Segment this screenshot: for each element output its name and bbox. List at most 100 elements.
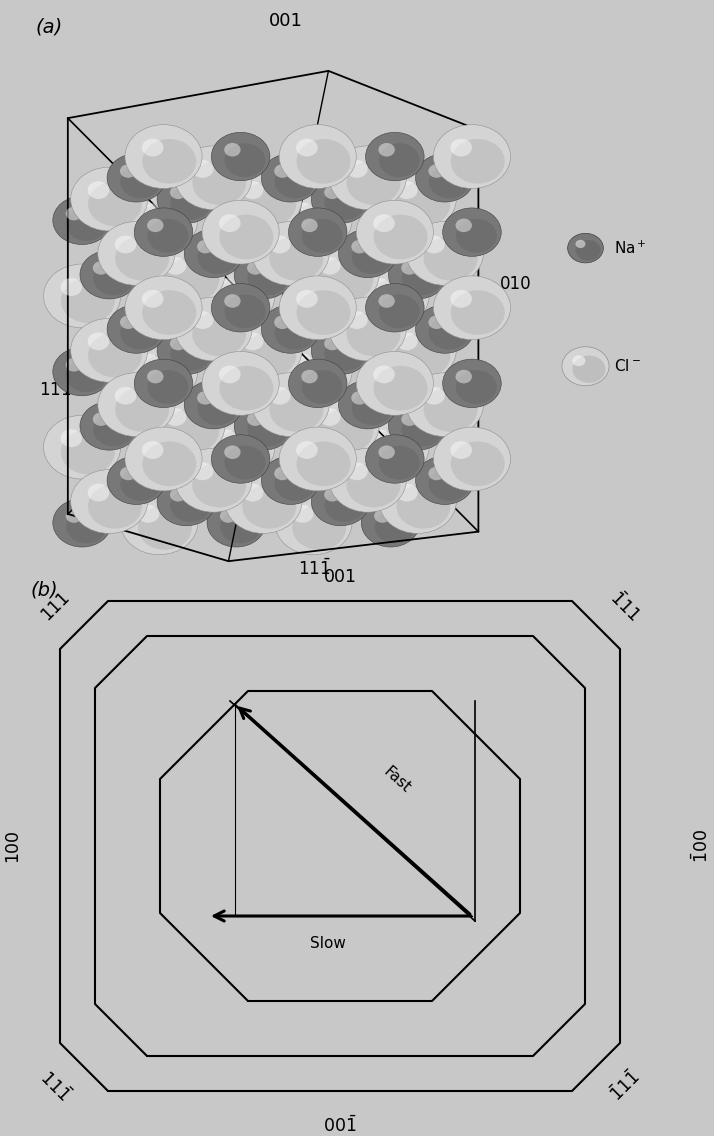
Circle shape [120, 316, 136, 329]
Circle shape [93, 261, 134, 295]
Circle shape [224, 445, 241, 459]
Circle shape [120, 467, 136, 481]
Circle shape [252, 373, 329, 436]
Circle shape [374, 509, 391, 523]
Circle shape [451, 139, 472, 157]
Circle shape [301, 219, 343, 252]
Circle shape [157, 175, 216, 224]
Circle shape [207, 197, 266, 244]
Circle shape [197, 240, 213, 253]
Circle shape [284, 423, 343, 471]
Circle shape [247, 261, 263, 275]
Circle shape [274, 165, 316, 199]
Circle shape [297, 434, 338, 468]
Circle shape [388, 402, 447, 450]
Circle shape [379, 469, 456, 534]
Circle shape [451, 290, 472, 308]
Circle shape [433, 427, 511, 491]
Circle shape [324, 336, 341, 350]
Circle shape [134, 359, 193, 408]
Circle shape [352, 264, 429, 328]
Circle shape [292, 202, 313, 220]
Circle shape [406, 373, 483, 436]
Circle shape [443, 359, 501, 408]
Circle shape [247, 261, 288, 295]
Circle shape [269, 386, 291, 404]
Circle shape [296, 441, 318, 459]
Circle shape [202, 351, 279, 416]
Circle shape [219, 366, 241, 383]
Circle shape [261, 304, 320, 353]
Circle shape [215, 278, 236, 296]
Text: 00$\bar{1}$: 00$\bar{1}$ [323, 1116, 357, 1136]
Circle shape [433, 125, 511, 189]
Circle shape [107, 456, 166, 504]
Circle shape [352, 416, 429, 479]
Circle shape [242, 484, 296, 528]
Circle shape [215, 278, 269, 323]
Circle shape [88, 182, 142, 226]
Circle shape [115, 386, 136, 404]
Circle shape [247, 412, 263, 426]
Circle shape [234, 250, 293, 299]
Circle shape [224, 294, 241, 308]
Circle shape [374, 207, 416, 241]
Circle shape [396, 333, 451, 377]
Circle shape [192, 311, 246, 357]
Circle shape [406, 222, 483, 285]
Circle shape [274, 467, 291, 481]
Circle shape [175, 449, 252, 512]
Circle shape [366, 132, 424, 181]
Circle shape [130, 272, 188, 320]
Circle shape [197, 391, 238, 425]
Circle shape [220, 509, 261, 543]
Circle shape [198, 264, 275, 328]
Circle shape [192, 160, 246, 204]
Circle shape [292, 354, 346, 399]
Circle shape [373, 366, 395, 383]
Circle shape [170, 337, 211, 370]
Circle shape [451, 442, 505, 486]
Circle shape [53, 348, 111, 395]
Circle shape [220, 509, 236, 523]
Circle shape [61, 429, 82, 448]
Circle shape [71, 167, 148, 231]
Circle shape [396, 484, 418, 501]
Circle shape [147, 370, 164, 383]
Circle shape [202, 200, 279, 264]
Circle shape [219, 215, 241, 232]
Circle shape [396, 333, 418, 350]
Circle shape [66, 207, 82, 220]
Circle shape [378, 294, 395, 308]
Circle shape [361, 197, 420, 244]
Circle shape [215, 429, 236, 448]
Circle shape [143, 434, 184, 468]
Circle shape [373, 366, 428, 410]
Circle shape [423, 387, 478, 432]
Circle shape [423, 236, 478, 281]
Circle shape [197, 391, 213, 404]
Circle shape [53, 499, 111, 548]
Circle shape [396, 182, 418, 199]
Circle shape [170, 488, 211, 523]
Circle shape [192, 311, 213, 329]
Circle shape [242, 333, 296, 377]
Circle shape [346, 160, 368, 178]
Circle shape [120, 165, 161, 199]
Text: 100: 100 [3, 829, 21, 862]
Circle shape [88, 333, 109, 350]
Circle shape [351, 240, 368, 253]
Circle shape [319, 257, 341, 275]
Text: 100: 100 [191, 275, 223, 293]
Circle shape [456, 219, 497, 252]
Text: 001: 001 [323, 568, 356, 586]
Circle shape [279, 276, 356, 340]
Circle shape [121, 491, 198, 554]
Circle shape [142, 290, 164, 308]
Circle shape [207, 499, 266, 548]
Circle shape [184, 229, 243, 277]
Circle shape [170, 488, 186, 501]
Circle shape [44, 264, 121, 328]
Circle shape [297, 283, 338, 317]
Circle shape [292, 504, 313, 523]
